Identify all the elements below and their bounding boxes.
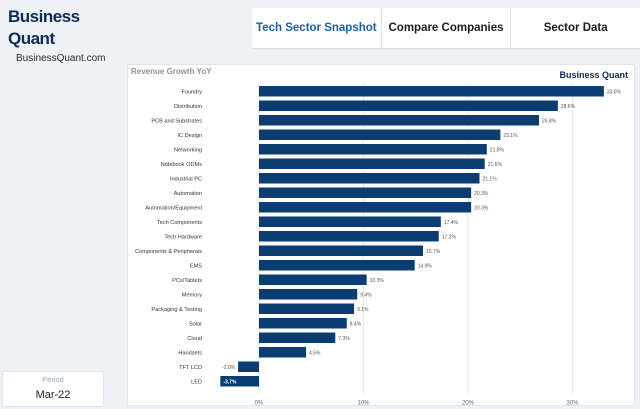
bar <box>259 187 472 198</box>
bar <box>259 202 472 213</box>
tab-tech-sector-snapshot[interactable]: Tech Sector Snapshot <box>256 22 377 34</box>
category-label: EMS <box>190 263 202 269</box>
category-label: Cloud <box>187 336 202 342</box>
bar <box>238 361 259 372</box>
category-label: Automation/Equipment <box>145 205 202 211</box>
x-tick-label: 20% <box>462 401 475 406</box>
category-label: Automation <box>174 191 202 197</box>
bar <box>259 274 367 285</box>
category-label: Memory <box>182 292 202 298</box>
category-label: Foundry <box>181 89 202 95</box>
data-label: 4.5% <box>309 350 321 356</box>
data-label: 33.0% <box>607 89 622 95</box>
bar <box>220 376 259 387</box>
bar <box>259 318 347 329</box>
category-label: Tech Hardware <box>164 234 202 240</box>
bar <box>259 100 558 111</box>
category-label: LED <box>191 379 202 385</box>
data-label: 20.3% <box>474 191 489 197</box>
data-label: -2.0% <box>222 365 236 371</box>
bar <box>259 231 439 242</box>
revenue-growth-chart: Revenue Growth YoY Business Quant 0% 10% 20%… <box>127 64 635 406</box>
tab-compare-companies[interactable]: Compare Companies <box>380 8 511 48</box>
bar <box>259 303 355 314</box>
data-label: 21.1% <box>482 176 497 182</box>
category-label: Industrial PC <box>170 176 202 182</box>
data-label: 8.4% <box>350 321 362 327</box>
period-label: Period <box>42 375 64 384</box>
bar <box>259 245 424 256</box>
x-tick-label: 30% <box>566 401 579 406</box>
category-label: Notebook ODMs <box>161 162 203 168</box>
category-label: PCB and Substrates <box>151 118 202 124</box>
category-label: Distribution <box>174 104 202 110</box>
data-label: 7.3% <box>338 336 350 342</box>
data-label: 14.9% <box>418 263 433 269</box>
data-label: 23.1% <box>503 133 518 139</box>
category-label: PCs/Tablets <box>172 278 202 284</box>
nav-tabs: Tech Sector Snapshot Compare Companies S… <box>252 8 640 49</box>
data-label: 9.4% <box>360 292 372 298</box>
category-label: Solar <box>189 321 202 327</box>
category-label: Handsets <box>178 350 202 356</box>
x-tick-label: 10% <box>357 401 370 406</box>
data-label: 15.7% <box>426 249 441 255</box>
category-label: Components & Peripherals <box>135 249 202 255</box>
data-label: 21.6% <box>488 162 503 168</box>
x-tick-label: 0% <box>255 401 264 406</box>
tab-sector-data[interactable]: Sector Data <box>510 8 640 48</box>
bar <box>259 289 358 300</box>
bar <box>259 129 501 140</box>
category-label: Packaging & Testing <box>151 307 202 313</box>
bar <box>259 332 336 343</box>
brand-name: Business Quant <box>8 7 80 48</box>
bar <box>259 347 307 358</box>
category-label: TFT LCD <box>179 365 202 371</box>
bar <box>259 115 540 126</box>
period-selector[interactable]: Period Mar-22 <box>2 371 104 407</box>
data-label: 28.6% <box>561 104 576 110</box>
data-label: 26.8% <box>542 118 557 124</box>
bar <box>259 158 485 169</box>
category-label: Networking <box>174 147 202 153</box>
bar <box>259 216 441 227</box>
bar <box>259 86 604 97</box>
chart-title: Revenue Growth YoY <box>131 67 212 76</box>
data-label: 21.8% <box>490 147 505 153</box>
data-label: 17.2% <box>442 234 457 240</box>
category-label: Tech Components <box>157 220 202 226</box>
period-value: Mar-22 <box>35 389 71 401</box>
data-label: 17.4% <box>444 220 459 226</box>
brand-site: BusinessQuant.com <box>16 53 106 64</box>
bar <box>259 144 487 155</box>
bar <box>259 260 415 271</box>
data-label: 20.3% <box>474 205 489 211</box>
chart-watermark: Business Quant <box>559 70 628 80</box>
bar <box>259 173 480 184</box>
data-label: -3.7% <box>223 379 237 385</box>
category-label: IC Design <box>177 133 202 139</box>
data-label: 9.1% <box>357 307 369 313</box>
chart-svg: Revenue Growth YoY Business Quant 0% 10% 20%… <box>131 67 628 406</box>
brand-logo[interactable]: Business Quant BusinessQuant.com <box>8 6 118 64</box>
data-label: 10.3% <box>370 278 385 284</box>
